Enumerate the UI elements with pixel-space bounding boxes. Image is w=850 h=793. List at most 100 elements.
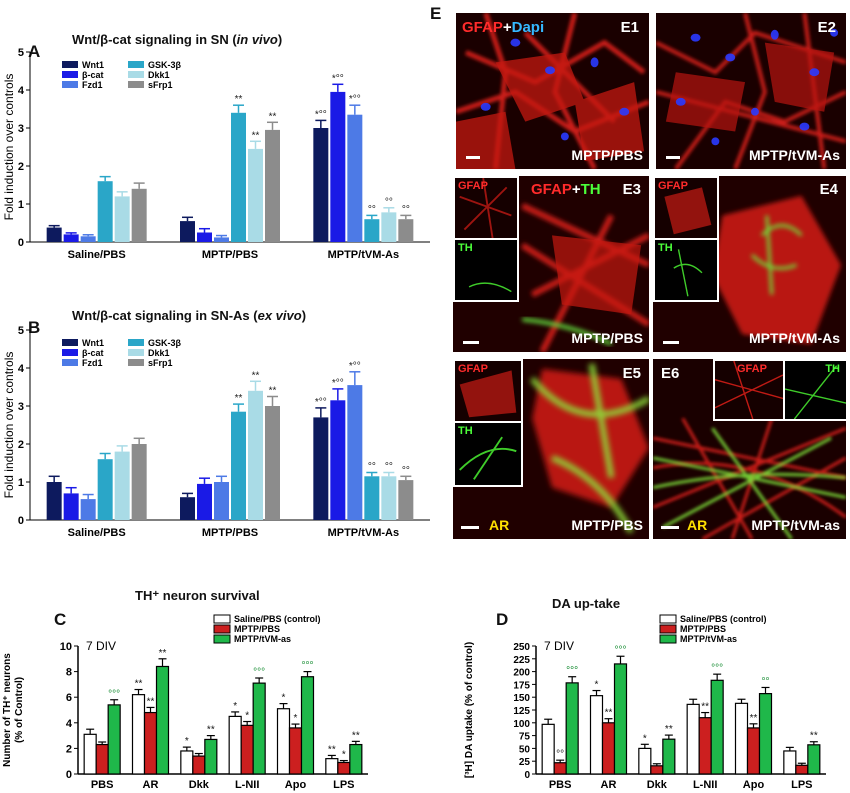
y-tick-label: 4 xyxy=(18,85,25,97)
bar xyxy=(83,733,97,775)
bar xyxy=(107,704,121,775)
significance-label: * xyxy=(342,750,346,761)
bar xyxy=(381,476,397,520)
significance-label: *°° xyxy=(349,361,361,372)
bar xyxy=(541,723,555,775)
micrograph-e4: GFAP TH E4 MPTP/tVM-As xyxy=(652,175,847,353)
x-tick-label: Apo xyxy=(285,779,307,791)
legend-swatch xyxy=(62,71,78,78)
significance-label: °° xyxy=(402,465,410,476)
micrograph-e5-inset-gfap: GFAP xyxy=(453,359,523,423)
x-tick-label: PBS xyxy=(549,779,572,791)
micrograph-e3-inset-gfap: GFAP xyxy=(453,176,519,240)
significance-label: ** xyxy=(235,393,243,404)
y-tick-label: 75 xyxy=(519,732,531,743)
significance-label: ** xyxy=(750,713,758,724)
bar xyxy=(347,385,363,520)
legend-label: β-cat xyxy=(82,348,104,358)
significance-label: * xyxy=(643,733,647,744)
chart-b-title-end: ) xyxy=(301,308,307,323)
bar xyxy=(601,722,616,775)
legend-label: MPTP/tVM-as xyxy=(234,634,291,644)
bar xyxy=(364,219,380,242)
inset-gfap-label: GFAP xyxy=(458,363,488,375)
bar xyxy=(46,482,62,520)
y-tick-label: 225 xyxy=(513,655,530,666)
micrograph-e6-ar-label: AR xyxy=(687,517,708,533)
significance-label: * xyxy=(185,736,189,747)
stain-plus-label: + xyxy=(571,181,581,198)
scale-bar xyxy=(463,341,479,344)
significance-label: ** xyxy=(328,744,336,755)
legend-swatch xyxy=(62,339,78,346)
inset-th-label: TH xyxy=(458,425,473,437)
panel-letter-d: D xyxy=(496,610,509,629)
y-tick-label: 0 xyxy=(18,237,24,249)
panel-letter-a: A xyxy=(28,42,41,61)
y-tick-label: 5 xyxy=(18,325,24,337)
legend-swatch xyxy=(128,349,144,356)
bar xyxy=(398,219,414,242)
bar xyxy=(97,181,113,242)
bar xyxy=(80,236,96,242)
stain-plus-label: + xyxy=(502,19,512,36)
significance-label: °°° xyxy=(711,663,723,674)
legend-label: Fzd1 xyxy=(82,80,103,90)
bar xyxy=(265,406,280,520)
bar xyxy=(204,738,218,775)
y-tick-label: 125 xyxy=(513,706,530,717)
bar xyxy=(337,761,351,775)
significance-label: ** xyxy=(135,679,143,690)
bar xyxy=(589,695,604,775)
y-tick-label: 200 xyxy=(513,668,530,679)
legend-label: Saline/PBS (control) xyxy=(680,614,767,624)
bar xyxy=(288,727,303,775)
bar xyxy=(197,483,212,520)
significance-label: ** xyxy=(605,708,613,719)
scale-bar xyxy=(461,526,479,529)
bar xyxy=(214,237,229,242)
stain-gfap-label: GFAP xyxy=(462,19,503,36)
significance-label: ** xyxy=(235,94,243,105)
bar xyxy=(650,765,664,775)
bar xyxy=(313,417,329,520)
legend-label: Fzd1 xyxy=(82,358,103,368)
micrograph-e5-id: E5 xyxy=(622,365,641,382)
y-tick-label: 100 xyxy=(513,719,530,730)
micrograph-e6-id: E6 xyxy=(661,365,680,382)
legend-swatch xyxy=(213,634,231,644)
bar xyxy=(46,227,62,242)
significance-label: °°° xyxy=(615,645,627,656)
bar xyxy=(63,493,79,520)
micrograph-e1: GFAP+Dapi E1 MPTP/PBS xyxy=(455,12,650,170)
scale-bar xyxy=(466,156,480,159)
significance-label: ** xyxy=(147,696,155,707)
micrograph-e1-condition: MPTP/PBS xyxy=(571,147,643,163)
x-tick-label: LPS xyxy=(791,779,812,791)
x-tick-label: Dkk xyxy=(647,779,668,791)
bar xyxy=(565,682,579,775)
bar xyxy=(265,129,280,242)
y-tick-label: 0 xyxy=(18,515,24,527)
significance-label: °° xyxy=(368,204,376,215)
significance-label: °° xyxy=(402,204,410,215)
bar xyxy=(180,221,195,242)
micrograph-e5-condition: MPTP/PBS xyxy=(571,517,643,533)
significance-label: *°° xyxy=(349,94,361,105)
scale-bar xyxy=(666,156,680,159)
significance-label: ** xyxy=(159,648,167,659)
micrograph-e2-id: E2 xyxy=(817,19,836,36)
y-tick-label: 0 xyxy=(524,770,530,781)
y-tick-label: 0 xyxy=(66,769,72,781)
x-tick-label: Dkk xyxy=(189,779,210,791)
bar xyxy=(240,724,254,775)
micrograph-e3-stain-label: GFAP+TH xyxy=(531,181,601,198)
bar xyxy=(80,499,96,520)
legend-label: Wnt1 xyxy=(82,338,104,348)
y-tick-label: 50 xyxy=(519,744,531,755)
bar xyxy=(131,694,146,775)
legend-label: Wnt1 xyxy=(82,60,104,70)
y-tick-label: 150 xyxy=(513,693,530,704)
significance-label: * xyxy=(233,701,237,712)
chart-a-title: Wnt/β-cat signaling in SN (in vivo) xyxy=(72,32,282,47)
